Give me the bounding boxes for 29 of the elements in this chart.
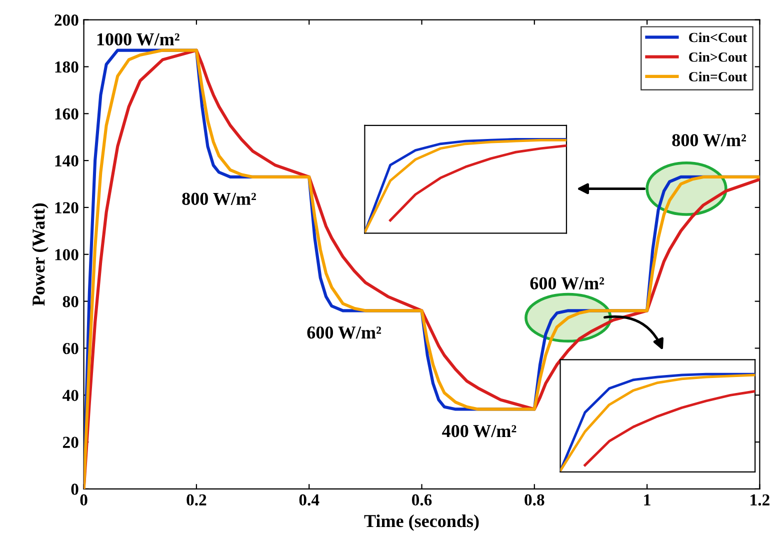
y-tick-label: 0 [71, 484, 78, 495]
y-tick-label: 140 [55, 155, 78, 166]
x-tick-label: 0.8 [524, 494, 544, 506]
annotation: 600 W/m² [530, 277, 604, 290]
y-tick-label: 60 [62, 342, 78, 354]
x-tick-label: 0 [80, 494, 88, 506]
x-tick-label: 0.4 [299, 494, 320, 506]
x-axis-title: Time (seconds) [364, 514, 479, 531]
y-tick-label: 40 [62, 390, 78, 402]
y-tick-label: 200 [54, 14, 78, 26]
annotation: 400 W/m² [442, 424, 516, 438]
y-tick-label: 20 [62, 436, 78, 448]
annotation: 600 W/m² [307, 326, 382, 339]
y-tick-label: 160 [55, 108, 78, 120]
legend-label: Cin=Cout [689, 72, 748, 82]
annotation: 800 W/m² [672, 134, 746, 146]
y-axis-title: Power (Watt) [32, 203, 48, 306]
y-tick-label: 120 [55, 202, 78, 214]
x-tick-label: 1.2 [750, 494, 770, 506]
y-tick-label: 80 [62, 296, 78, 308]
y-tick-label: 100 [55, 249, 78, 260]
annotation: 1000 W/m² [97, 33, 180, 46]
legend-label: Cin<Cout [689, 32, 748, 42]
x-tick-label: 1 [644, 494, 650, 506]
annotation: 800 W/m² [182, 192, 256, 206]
legend-label: Cin>Cout [689, 52, 748, 62]
x-tick-label: 0.2 [186, 494, 206, 506]
y-tick-label: 180 [55, 61, 78, 73]
x-tick-label: 0.6 [412, 494, 432, 506]
